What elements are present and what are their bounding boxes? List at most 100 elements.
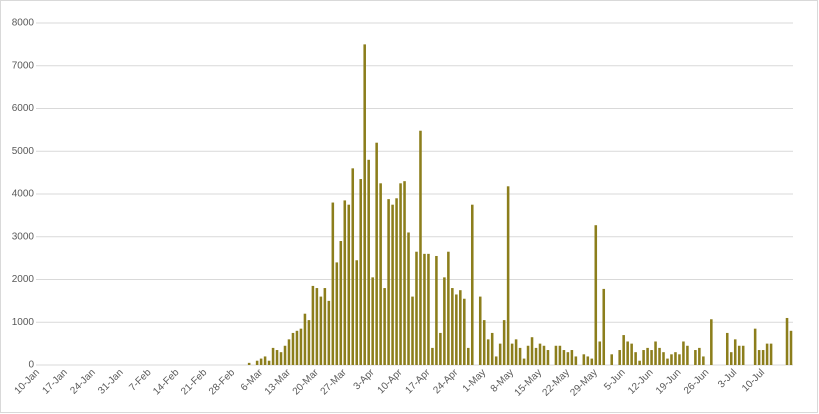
bar [347,204,351,365]
bar [279,352,283,365]
bar [427,253,430,365]
bar [283,345,287,365]
bar [359,179,362,365]
bar [698,347,701,365]
bar [271,347,275,365]
bar [327,300,331,365]
bar [331,202,335,365]
bar [562,350,566,365]
bar [733,339,737,365]
bar [590,358,594,365]
bar [287,339,291,365]
bar [407,232,410,365]
y-tick-label: 5000 [12,146,35,157]
bar [702,356,705,365]
bar [510,343,514,365]
bar [423,253,426,365]
bar [737,345,741,365]
bar [682,341,685,365]
bar [343,200,347,365]
y-tick-label: 6000 [12,103,35,114]
bar [463,298,466,365]
bar [542,345,546,365]
bar [666,358,669,365]
bar [769,343,773,365]
bar [725,332,729,365]
bar [574,356,578,365]
bar [415,251,418,365]
bar [530,337,534,365]
bar [455,294,458,365]
bar [518,347,522,365]
bar [658,347,661,365]
bar [582,354,586,365]
bar [498,343,502,365]
bar [650,350,653,365]
bar [753,328,757,365]
bar [299,328,303,365]
bar [765,343,769,365]
bar [785,317,789,365]
bar [546,350,550,365]
bar [554,345,558,365]
bar [303,313,307,365]
bar [395,198,398,365]
bar [255,360,259,365]
bar [419,130,422,365]
bar [259,358,263,365]
bar [570,350,574,365]
bar [267,360,271,365]
bar [379,183,382,365]
bar [263,356,267,365]
y-tick-label: 3000 [12,231,35,242]
bar [391,204,394,365]
bar [710,319,713,365]
bar [538,343,542,365]
bar [642,350,645,365]
bar [291,332,295,365]
bar [670,354,673,365]
y-tick-label: 1000 [12,317,35,328]
bar [494,356,498,365]
bar [470,204,474,365]
bar [467,347,470,365]
bar [403,181,406,365]
bar [694,350,697,365]
bar [566,352,570,365]
bar [275,350,279,365]
bar [686,345,689,365]
bar [610,354,613,365]
bar [522,358,526,365]
bar [439,332,442,365]
y-tick-label: 0 [28,360,34,371]
bar [638,360,641,365]
bar [482,320,486,365]
bar [247,362,251,365]
bar [490,332,494,365]
bar [478,296,482,365]
bar [431,347,434,365]
bar [375,142,378,365]
bar [363,44,366,365]
bar [311,285,315,365]
bar [602,288,606,365]
bar [486,339,490,365]
bar [339,241,343,365]
bar [355,260,359,365]
bar [315,288,319,365]
bar [447,251,450,365]
bar [335,262,339,365]
bar [514,339,518,365]
bar [451,288,454,365]
y-tick-label: 8000 [12,18,35,29]
bar [502,320,506,365]
bar [598,341,602,365]
bar [662,352,665,365]
bar [586,356,590,365]
bar [367,159,370,365]
bar [411,296,414,365]
bar [626,341,629,365]
bar [654,341,657,365]
bar [618,350,621,365]
